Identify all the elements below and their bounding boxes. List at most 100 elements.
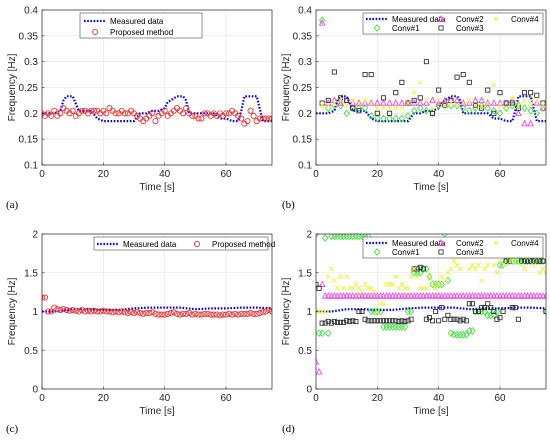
data-point [542,292,546,299]
data-point [112,308,119,315]
data-point [322,320,328,326]
data-point [417,79,423,85]
data-point [343,109,350,118]
data-point [198,115,205,122]
data-point [423,59,429,65]
legend: Measured data Proposed method [93,236,275,251]
data-point [229,311,236,318]
data-point [368,72,374,78]
x-tick-label: 60 [494,393,506,404]
data-point [344,103,350,109]
data-point [48,112,55,119]
data-point [527,292,534,299]
data-point [436,87,442,93]
legend-label: Conv#1 [392,24,420,33]
data-point [429,96,436,104]
data-point [423,106,430,115]
data-point [262,115,269,122]
data-point [331,292,338,299]
data-point [250,112,257,119]
data-point [161,311,168,318]
data-point [423,316,429,322]
data-point [353,281,359,287]
data-point [180,110,187,117]
data-point [45,308,52,315]
data-point [319,103,325,109]
data-point [204,310,211,317]
legend-entry: Conv#1 [373,24,420,33]
data-point [417,268,424,277]
data-point [201,110,208,117]
data-point [334,319,340,325]
data-point [368,285,374,291]
data-point [321,292,329,299]
legend-swatch [437,239,445,246]
data-point [442,103,448,109]
data-point [503,262,509,268]
legend-label: Conv#3 [456,248,484,257]
data-point [222,311,229,318]
data-point [393,90,399,96]
y-tick-label: 1.5 [298,268,312,279]
data-point [411,266,417,272]
data-point [530,292,537,299]
data-point [454,74,460,80]
y-tick-label: 0.4 [24,6,38,17]
data-point [247,107,254,114]
data-point [515,101,522,110]
data-point [413,292,421,299]
data-point [265,115,272,122]
data-point [386,114,393,123]
data-point [502,292,510,299]
legend-entry: Measured data [84,17,164,26]
data-point [337,101,344,110]
data-point [451,258,457,264]
legend-entry: Conv#4 [493,15,539,24]
y-tick-label: 1 [306,307,312,318]
x-tick-label: 40 [159,169,171,180]
data-point [435,292,442,299]
legend-box [93,236,269,251]
data-point [319,320,325,326]
legend-entry: Conv#3 [438,248,484,257]
data-point [362,316,368,322]
data-point [404,292,412,299]
x-tick-label: 20 [372,169,384,180]
data-point [411,97,417,103]
data-point [198,311,205,318]
data-point [393,318,399,324]
data-point [503,100,509,106]
data-point [325,97,331,103]
data-point [60,306,67,313]
data-point [103,110,110,117]
y-tick-label: 0 [306,385,312,396]
data-point [521,104,528,113]
data-point [478,292,485,299]
x-tick-label: 20 [98,169,110,180]
data-point [374,110,380,116]
data-point [316,368,323,375]
data-point [173,310,180,317]
data-point [69,306,76,313]
data-point [485,301,491,307]
data-point [466,266,472,272]
x-tick-label: 40 [159,393,171,404]
data-point [241,310,248,317]
legend-entry: Conv#1 [373,248,420,257]
x-tick-label: 0 [39,393,45,404]
data-point [337,99,344,106]
y-tick-label: 1 [32,307,38,318]
legend-swatch [493,16,499,22]
legend-label: Proposed method [212,240,275,249]
data-point [91,307,98,314]
data-point [475,292,482,299]
data-point [472,96,479,104]
data-point [430,110,436,116]
data-point [518,258,524,264]
data-point [459,99,467,106]
data-point [399,79,405,85]
data-point [124,310,131,317]
chart-panel-0: 0 20 40 60 0.1 0.15 0.2 0.25 0.3 0.35 0.4 Time [s] F… [6,6,273,211]
data-point [393,274,399,280]
